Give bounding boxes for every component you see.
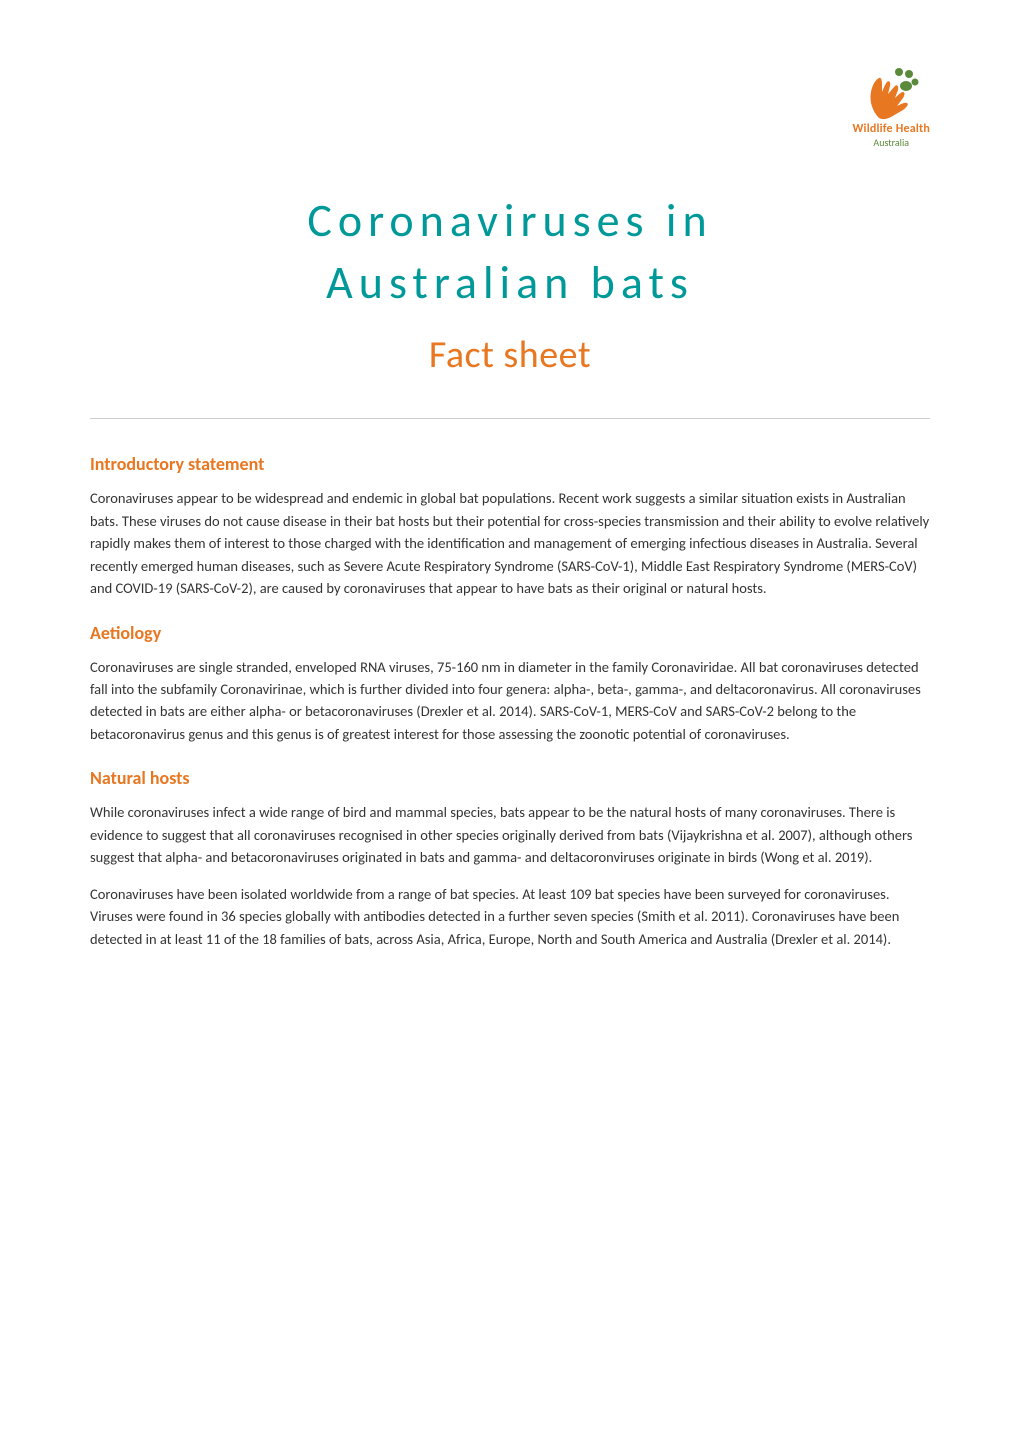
document-title: Coronaviruses in Australian bats — [90, 190, 930, 314]
section-introductory-statement: Introductory statement Coronaviruses app… — [90, 453, 930, 599]
title-line-2: Australian bats — [326, 255, 694, 311]
logo-brand-sub: Australia — [852, 136, 930, 149]
body-paragraph: Coronaviruses have been isolated worldwi… — [90, 883, 930, 950]
logo: Wildlife Health Australia — [852, 62, 930, 149]
logo-brand-main: Wildlife Health — [852, 122, 930, 136]
title-line-1: Coronaviruses in — [307, 193, 712, 249]
body-paragraph: While coronaviruses infect a wide range … — [90, 801, 930, 868]
body-paragraph: Coronaviruses are single stranded, envel… — [90, 656, 930, 746]
body-paragraph: Coronaviruses appear to be widespread an… — [90, 487, 930, 599]
section-heading: Aetiology — [90, 622, 930, 644]
section-natural-hosts: Natural hosts While coronaviruses infect… — [90, 767, 930, 950]
document-subtitle: Fact sheet — [90, 332, 930, 378]
section-heading: Natural hosts — [90, 767, 930, 789]
section-heading: Introductory statement — [90, 453, 930, 475]
horizontal-rule — [90, 418, 930, 419]
title-block: Coronaviruses in Australian bats Fact sh… — [90, 190, 930, 378]
section-aetiology: Aetiology Coronaviruses are single stran… — [90, 622, 930, 746]
hand-paw-icon — [852, 62, 930, 120]
